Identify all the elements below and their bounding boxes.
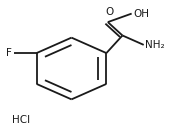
Text: O: O: [105, 7, 114, 17]
Text: HCl: HCl: [12, 115, 30, 125]
Text: OH: OH: [133, 9, 149, 19]
Text: NH₂: NH₂: [145, 40, 165, 50]
Text: F: F: [6, 48, 12, 58]
